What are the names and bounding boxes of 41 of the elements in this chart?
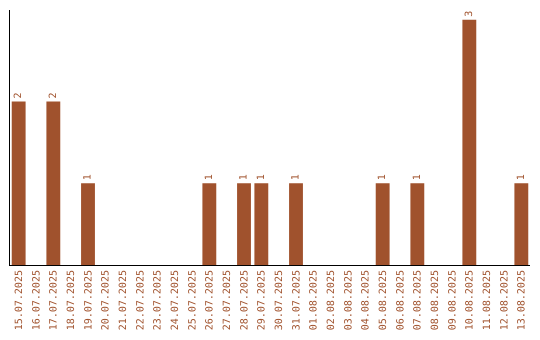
x-tick-label: 09.08.2025	[447, 270, 458, 330]
data-label: 1	[412, 174, 423, 180]
data-label: 1	[238, 174, 250, 180]
data-label: 1	[516, 174, 527, 180]
x-tick-label: 29.07.2025	[256, 270, 268, 330]
data-label: 1	[377, 174, 388, 180]
x-tick-label: 10.08.2025	[464, 270, 476, 330]
data-label: 2	[13, 92, 24, 99]
x-tick-label: 16.07.2025	[31, 270, 42, 330]
x-tick-label: 21.07.2025	[118, 270, 129, 330]
x-tick-label: 26.07.2025	[204, 270, 216, 330]
data-label: 2	[48, 92, 59, 99]
data-label: 3	[464, 10, 475, 17]
x-tick-label: 25.07.2025	[187, 270, 198, 330]
x-tick-label: 01.08.2025	[308, 270, 320, 330]
x-tick-label: 05.08.2025	[378, 270, 389, 330]
x-tick-label: 20.07.2025	[100, 270, 112, 330]
x-tick-label: 15.07.2025	[14, 270, 25, 330]
x-tick-label: 11.08.2025	[482, 270, 493, 330]
x-tick-label: 18.07.2025	[66, 270, 77, 330]
x-tick-label: 23.07.2025	[152, 270, 164, 330]
x-tick-label: 02.08.2025	[326, 270, 337, 330]
data-label: 1	[256, 174, 267, 180]
x-tick-label: 30.07.2025	[274, 270, 285, 330]
x-tick-label: 06.08.2025	[395, 270, 406, 330]
x-tick-label: 13.08.2025	[516, 270, 528, 330]
x-tick-label: 31.07.2025	[291, 270, 302, 330]
x-tick-label: 07.08.2025	[412, 270, 424, 330]
x-tick-label: 22.07.2025	[135, 270, 146, 330]
x-tick-label: 27.07.2025	[222, 270, 233, 330]
data-label: 1	[204, 174, 215, 180]
x-tick-label: 03.08.2025	[343, 270, 354, 330]
x-tick-label: 19.07.2025	[83, 270, 94, 330]
x-tick-label: 17.07.2025	[48, 270, 60, 330]
data-label: 1	[290, 174, 302, 180]
data-label: 1	[82, 174, 94, 180]
x-tick-label: 12.08.2025	[499, 270, 510, 330]
x-tick-label: 24.07.2025	[170, 270, 181, 330]
x-tick-label: 08.08.2025	[430, 270, 441, 330]
x-tick-label: 04.08.2025	[360, 270, 372, 330]
x-tick-label: 28.07.2025	[239, 270, 250, 330]
